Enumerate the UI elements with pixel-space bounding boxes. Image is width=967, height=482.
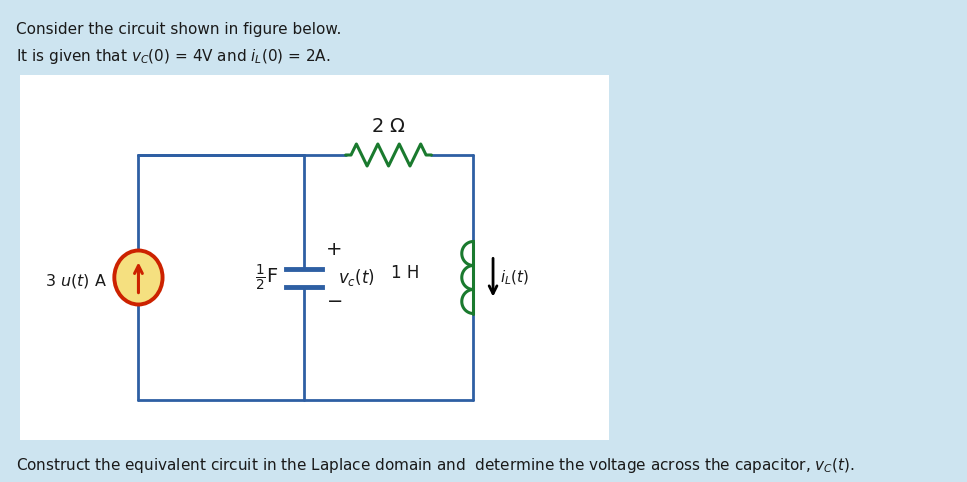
Text: 3 $u(t)$ A: 3 $u(t)$ A	[45, 271, 107, 290]
Text: 2 $\Omega$: 2 $\Omega$	[371, 118, 406, 136]
Text: Consider the circuit shown in figure below.: Consider the circuit shown in figure bel…	[16, 22, 341, 37]
Bar	[19, 75, 609, 440]
Text: $v_c(t)$: $v_c(t)$	[337, 267, 374, 288]
Text: $-$: $-$	[326, 290, 342, 309]
Text: $i_L(t)$: $i_L(t)$	[500, 268, 529, 287]
Text: +: +	[326, 240, 342, 259]
Circle shape	[114, 251, 162, 305]
Text: $\frac{1}{2}$F: $\frac{1}{2}$F	[255, 263, 278, 293]
Text: It is given that $v_C(0)$ = 4V and $i_L(0)$ = 2A.: It is given that $v_C(0)$ = 4V and $i_L(…	[16, 47, 331, 66]
Text: 1 H: 1 H	[392, 264, 420, 281]
Text: Construct the equivalent circuit in the Laplace domain and  determine the voltag: Construct the equivalent circuit in the …	[16, 456, 855, 475]
